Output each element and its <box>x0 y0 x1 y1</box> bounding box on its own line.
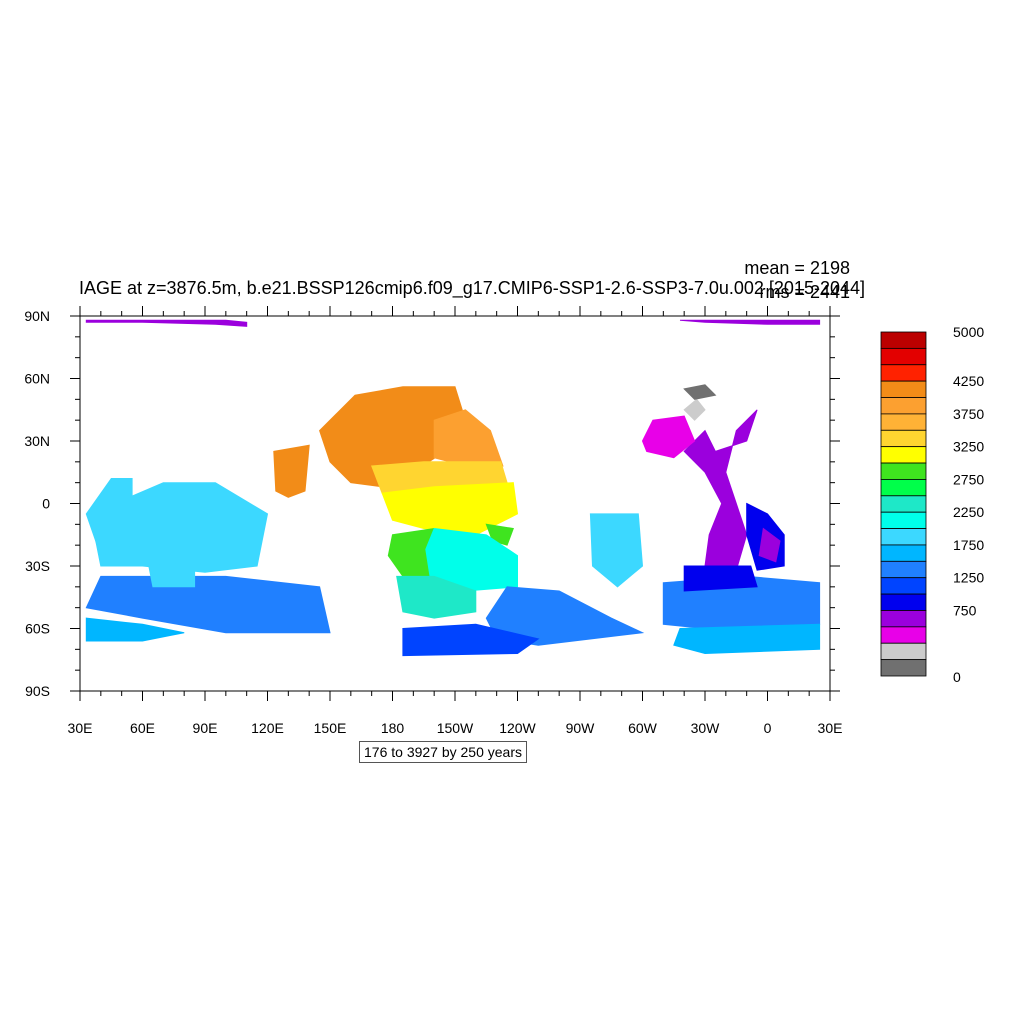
y-tick-label: 0 <box>42 496 50 512</box>
x-tick-label: 150W <box>437 720 474 736</box>
chart-title: IAGE at z=3876.5m, b.e21.BSSP126cmip6.f0… <box>79 278 865 299</box>
colorbar-label: 5000 <box>953 324 984 340</box>
region-3 <box>433 409 504 467</box>
y-axis: 90N 60N 30N 0 30S 60S 90S <box>24 308 840 699</box>
x-tick-label: 60E <box>130 720 155 736</box>
colorbar-label: 4250 <box>953 373 984 389</box>
data-regions <box>85 319 821 657</box>
x-tick-label: 120W <box>499 720 536 736</box>
colorbar-swatch <box>880 544 927 562</box>
colorbar: 5000 4250 3750 3250 2750 2250 1750 1250 750 0 <box>880 324 984 685</box>
colorbar-swatch <box>880 593 927 611</box>
colorbar-swatch <box>880 528 927 546</box>
region-12 <box>85 478 133 557</box>
colorbar-swatch <box>880 364 927 382</box>
plot-area: 30E 60E 90E 120E 150E 180 150W 120W 90W 60W 30W 0 30… <box>24 306 842 736</box>
colorbar-swatch <box>880 347 927 366</box>
region-0 <box>85 319 248 327</box>
x-tick-label: 0 <box>764 720 772 736</box>
colorbar-swatch <box>880 446 927 464</box>
colorbar-label: 3250 <box>953 439 984 455</box>
x-tick-label: 180 <box>381 720 405 736</box>
colorbar-swatch <box>880 479 927 497</box>
colorbar-label: 1250 <box>953 570 984 586</box>
colorbar-swatch <box>880 659 927 677</box>
colorbar-swatch <box>880 397 927 415</box>
y-tick-label: 90S <box>25 683 50 699</box>
region-6 <box>381 482 519 536</box>
y-tick-label: 30S <box>25 558 50 574</box>
y-tick-label: 30N <box>24 433 50 449</box>
colorbar-swatch <box>880 380 927 398</box>
x-axis: 30E 60E 90E 120E 150E 180 150W 120W 90W 60W 30W 0 30… <box>68 306 843 736</box>
colorbar-label: 0 <box>953 669 961 685</box>
colorbar-swatch <box>880 429 927 448</box>
region-25 <box>758 527 781 563</box>
region-14 <box>85 575 331 634</box>
colorbar-swatch <box>880 495 927 513</box>
region-13 <box>589 513 644 588</box>
colorbar-swatch <box>880 462 927 480</box>
colorbar-label: 2250 <box>953 504 984 520</box>
region-4 <box>273 444 310 498</box>
x-tick-label: 30E <box>818 720 843 736</box>
region-10 <box>396 575 477 619</box>
y-tick-label: 60N <box>24 371 50 387</box>
region-18 <box>85 617 185 642</box>
region-9 <box>425 527 518 592</box>
region-26 <box>683 565 758 592</box>
colorbar-label: 3750 <box>953 406 984 422</box>
colorbar-swatch <box>880 331 927 349</box>
region-17 <box>402 623 540 657</box>
x-tick-label: 90E <box>193 720 218 736</box>
region-19 <box>673 623 821 655</box>
colorbar-swatch <box>880 577 927 595</box>
contour-info-box: 176 to 3927 by 250 years <box>359 741 528 763</box>
y-tick-label: 90N <box>24 308 50 324</box>
region-11 <box>89 482 269 573</box>
x-tick-label: 30W <box>691 720 721 736</box>
colorbar-swatch <box>880 560 927 579</box>
region-20 <box>683 409 758 571</box>
region-1 <box>679 319 821 325</box>
region-21 <box>641 415 696 459</box>
x-tick-label: 90W <box>566 720 596 736</box>
x-tick-label: 150E <box>314 720 347 736</box>
y-tick-label: 60S <box>25 621 50 637</box>
colorbar-swatch <box>880 642 927 661</box>
region-27 <box>148 561 196 588</box>
rms-label: rms = 2441 <box>759 282 850 302</box>
mean-label: mean = 2198 <box>744 258 850 278</box>
x-tick-label: 120E <box>251 720 284 736</box>
colorbar-swatch <box>880 413 927 431</box>
colorbar-label: 2750 <box>953 471 984 487</box>
colorbar-swatch <box>880 626 927 644</box>
x-tick-label: 30E <box>68 720 93 736</box>
region-15 <box>485 586 645 646</box>
colorbar-label: 1750 <box>953 537 984 553</box>
colorbar-swatch <box>880 511 927 529</box>
region-23 <box>683 384 717 400</box>
x-tick-label: 60W <box>628 720 658 736</box>
colorbar-swatch <box>880 610 927 628</box>
colorbar-label: 750 <box>953 603 977 619</box>
region-22 <box>683 398 706 421</box>
